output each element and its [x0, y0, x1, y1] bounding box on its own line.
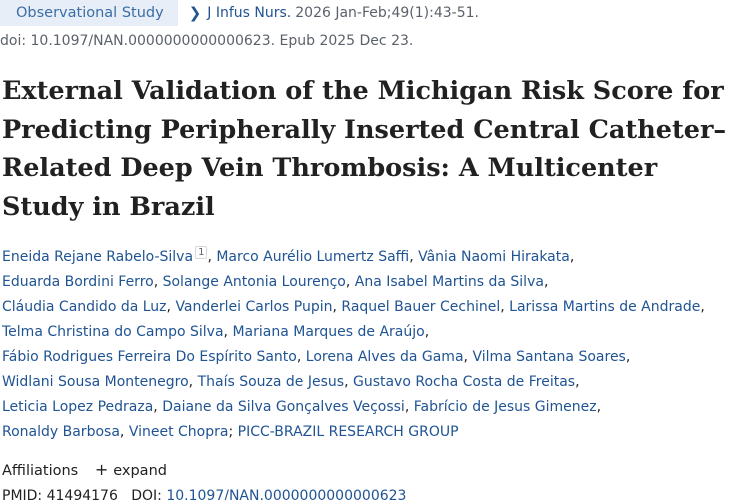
doi-label: DOI: [131, 488, 162, 500]
author-link[interactable]: Solange Antonia Lourenço [162, 274, 346, 290]
author-link[interactable]: Fábio Rodrigues Ferreira Do Espírito San… [2, 349, 297, 365]
expand-label: expand [113, 463, 167, 479]
author-link[interactable]: Larissa Martins de Andrade [509, 299, 701, 315]
author-link[interactable]: Widlani Sousa Montenegro [2, 374, 189, 390]
pmid-label: PMID: [2, 488, 43, 500]
doi-link[interactable]: 10.1097/NAN.0000000000000623 [166, 488, 407, 500]
publication-type-badge[interactable]: Observational Study [0, 0, 178, 26]
affiliations-expand-toggle[interactable]: + expand [94, 460, 167, 479]
author-line: Leticia Lopez Pedraza, Daiane da Silva G… [2, 399, 602, 415]
author-link[interactable]: Marco Aurélio Lumertz Saffi [216, 249, 410, 265]
author-link[interactable]: Fabrício de Jesus Gimenez [413, 399, 597, 415]
article-title: External Validation of the Michigan Risk… [2, 76, 727, 222]
author-link[interactable]: Telma Christina do Campo Silva [2, 324, 224, 340]
author-link[interactable]: PICC-BRAZIL RESEARCH GROUP [237, 424, 459, 440]
citation-text: 2026 Jan-Feb;49(1):43-51. [295, 5, 479, 21]
affiliation-sup[interactable]: 1 [195, 246, 208, 259]
author-link[interactable]: Ronaldy Barbosa [2, 424, 120, 440]
author-link[interactable]: Mariana Marques de Araújo [232, 324, 425, 340]
author-line: Fábio Rodrigues Ferreira Do Espírito San… [2, 349, 631, 365]
author-link[interactable]: Vineet Chopra [128, 424, 229, 440]
pmid-value: 41494176 [46, 488, 118, 500]
author-link[interactable]: Daiane da Silva Gonçalves Veçossi [162, 399, 405, 415]
author-link[interactable]: Ana Isabel Martins da Silva [354, 274, 544, 290]
author-line: Widlani Sousa Montenegro, Thaís Souza de… [2, 374, 580, 390]
author-link[interactable]: Vânia Naomi Hirakata [418, 249, 570, 265]
author-link[interactable]: Eneida Rejane Rabelo-Silva [2, 249, 194, 265]
affiliations-section: Affiliations + expand [2, 460, 167, 479]
author-link[interactable]: Gustavo Rocha Costa de Freitas [352, 374, 576, 390]
journal-link[interactable]: J Infus Nurs. [207, 5, 292, 21]
author-list: Eneida Rejane Rabelo-Silva 1, Marco Aurél… [2, 245, 747, 445]
journal-citation: ❯ J Infus Nurs. 2026 Jan-Feb;49(1):43-51… [189, 4, 479, 22]
article-identifiers: PMID: 41494176 DOI: 10.1097/NAN.00000000… [2, 488, 406, 500]
chevron-right-icon: ❯ [188, 4, 202, 22]
doi-epub-line: doi: 10.1097/NAN.0000000000000623. Epub … [0, 33, 414, 49]
author-line: Ronaldy Barbosa, Vineet Chopra; PICC-BRA… [2, 424, 459, 440]
author-line: Eneida Rejane Rabelo-Silva 1, Marco Aurél… [2, 246, 575, 265]
article-header-row: Observational Study ❯ J Infus Nurs. 2026… [0, 0, 479, 26]
author-link[interactable]: Leticia Lopez Pedraza [2, 399, 154, 415]
author-link[interactable]: Raquel Bauer Cechinel [341, 299, 501, 315]
author-link[interactable]: Eduarda Bordini Ferro [2, 274, 154, 290]
author-line: Cláudia Candido da Luz, Vanderlei Carlos… [2, 299, 705, 315]
author-line: Telma Christina do Campo Silva, Mariana … [2, 324, 430, 340]
affiliations-label: Affiliations [2, 463, 79, 479]
author-link[interactable]: Vilma Santana Soares [472, 349, 626, 365]
plus-icon: + [94, 460, 109, 479]
author-link[interactable]: Lorena Alves da Gama [305, 349, 464, 365]
author-link[interactable]: Cláudia Candido da Luz [2, 299, 167, 315]
author-link[interactable]: Thaís Souza de Jesus [197, 374, 345, 390]
author-link[interactable]: Vanderlei Carlos Pupin [175, 299, 333, 315]
author-line: Eduarda Bordini Ferro, Solange Antonia L… [2, 274, 549, 290]
